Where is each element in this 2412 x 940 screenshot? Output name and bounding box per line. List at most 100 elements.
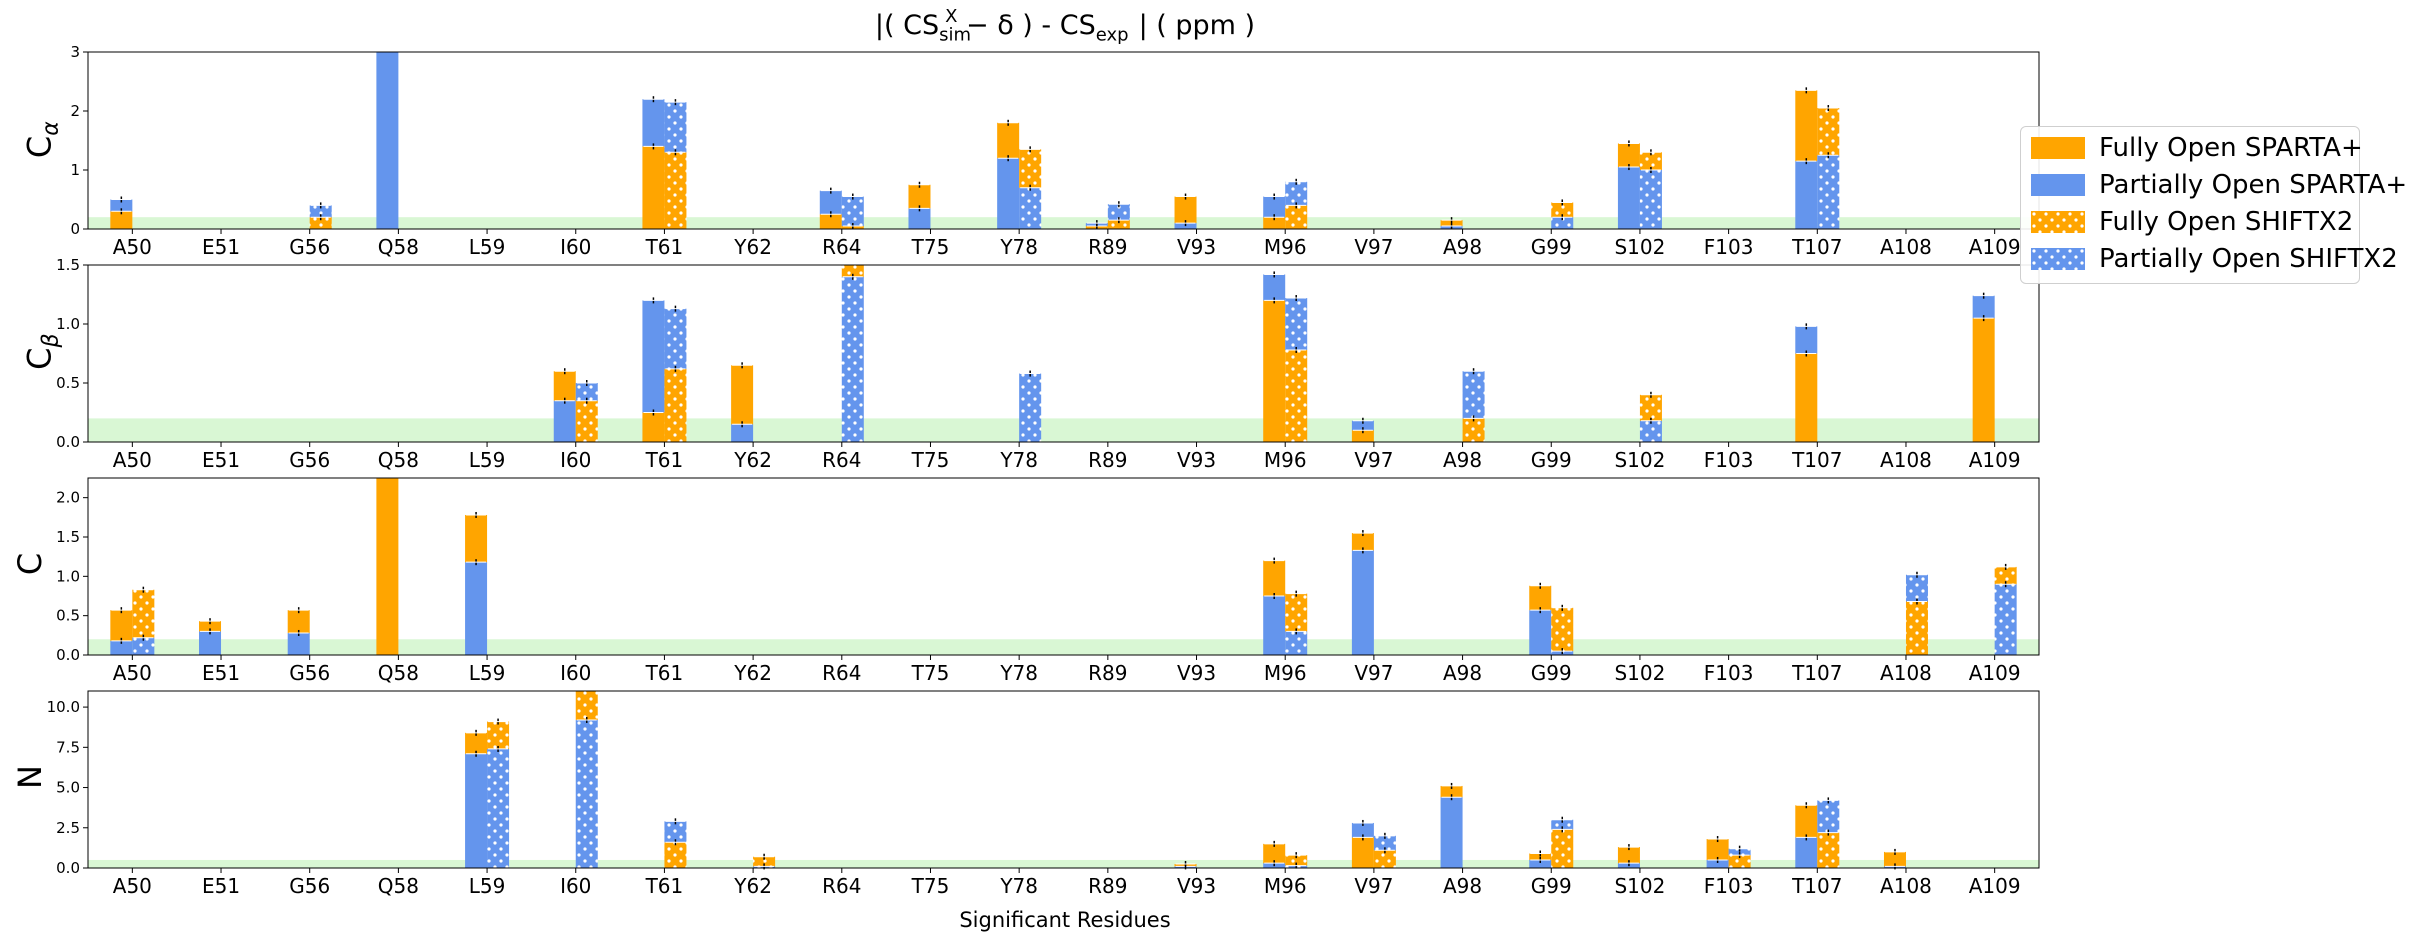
x-tick-label: T61 <box>645 448 684 472</box>
shiftx-bar-lower-A98 <box>1462 418 1485 442</box>
y-tick-label: 3 <box>70 43 80 61</box>
x-tick-label: V97 <box>1354 661 1393 685</box>
x-tick-label: F103 <box>1704 661 1754 685</box>
x-tick-label: T75 <box>911 661 950 685</box>
y-tick-label: 1.0 <box>56 315 80 333</box>
y-tick-label: 7.5 <box>56 738 80 756</box>
sparta-bar-upper-A109 <box>1972 295 1995 319</box>
shiftx-bar-upper-F103 <box>1728 848 1751 856</box>
sparta-bar-upper-M96 <box>1263 196 1286 218</box>
shiftx-bar-lower-Y78 <box>1019 187 1042 229</box>
sparta-bar-lower-M96 <box>1263 300 1286 442</box>
shiftx-bar-lower-F103 <box>1728 855 1751 868</box>
sparta-bar-upper-V93 <box>1174 196 1197 224</box>
x-tick-label: G99 <box>1531 448 1572 472</box>
x-tick-label: V93 <box>1177 235 1216 259</box>
shiftx-bar-upper-M96 <box>1285 298 1308 350</box>
y-tick-label: 0 <box>70 220 80 238</box>
x-tick-label: F103 <box>1704 874 1754 898</box>
shiftx-bar-upper-T107 <box>1817 800 1840 833</box>
y-axis-label-n: N <box>11 765 49 789</box>
sparta-bar-lower-G99 <box>1529 859 1552 868</box>
x-tick-label: A108 <box>1880 448 1932 472</box>
x-tick-label: G56 <box>289 874 330 898</box>
legend: Fully Open SPARTA+ Partially Open SPARTA… <box>2020 126 2407 284</box>
y-axis-label-ca: Cα <box>20 121 64 159</box>
threshold-band <box>88 418 2039 442</box>
sparta-bar-upper-T107 <box>1795 326 1818 354</box>
x-tick-label: R64 <box>822 448 861 472</box>
sparta-bar-upper-M96 <box>1263 843 1286 864</box>
panel-2: 0.0 0.5 1.0 1.5 2.0 A50 E51 G56 Q58 L59 I60 T61 Y62 R… <box>56 477 2040 685</box>
x-tick-label: F103 <box>1704 235 1754 259</box>
x-tick-label: L59 <box>469 661 506 685</box>
shiftx-bar-lower-A108 <box>1905 601 1928 655</box>
panel-1: 0.0 0.5 1.0 1.5 A50 E51 G56 Q58 L59 I60 T61 Y62 R64 T… <box>56 256 2040 472</box>
sparta-bar-lower-Y62 <box>731 424 754 442</box>
shiftx-bar-lower-S102 <box>1639 170 1662 229</box>
x-tick-label: V93 <box>1177 874 1216 898</box>
sparta-bar-lower-F103 <box>1706 859 1729 868</box>
sparta-bar-upper-T107 <box>1795 805 1818 838</box>
sparta-bar-lower-S102 <box>1617 167 1640 229</box>
sparta-bar-lower-L59 <box>465 562 488 655</box>
shiftx-bar-lower-T61 <box>664 152 687 229</box>
shiftx-bar-upper-T107 <box>1817 108 1840 156</box>
x-tick-label: A98 <box>1443 874 1482 898</box>
sparta-bar-lower-G99 <box>1529 610 1552 655</box>
x-tick-label: S102 <box>1614 448 1665 472</box>
sparta-bar-upper-Y62 <box>731 365 754 425</box>
x-tick-label: Y62 <box>733 874 772 898</box>
y-tick-label: 2.5 <box>56 819 80 837</box>
x-tick-label: T107 <box>1791 661 1842 685</box>
shiftx-bar-upper-Y78 <box>1019 373 1042 442</box>
shiftx-bar-upper-M96 <box>1285 593 1308 632</box>
x-tick-label: M96 <box>1264 874 1307 898</box>
x-tick-label: T107 <box>1791 874 1842 898</box>
x-tick-label: Y78 <box>999 448 1038 472</box>
y-axis-label-cb: Cβ <box>20 333 64 370</box>
shiftx-bar-upper-G99 <box>1551 819 1574 830</box>
y-tick-label: 2 <box>70 102 80 120</box>
shiftx-bar-upper-G99 <box>1551 202 1574 218</box>
x-tick-label: T61 <box>645 235 684 259</box>
sparta-bar-upper-L59 <box>465 732 488 754</box>
shiftx-bar-upper-T61 <box>664 821 687 843</box>
panel-0: 0 1 2 3 A50 E51 G56 Q58 L59 I60 T61 Y62 R64 T75 Y78 R89… <box>70 43 2040 259</box>
sparta-bar-upper-T61 <box>642 99 665 147</box>
shiftx-bar-lower-G99 <box>1551 829 1574 868</box>
shiftx-bar-upper-S102 <box>1639 152 1662 170</box>
x-tick-label: F103 <box>1704 448 1754 472</box>
shiftx-bar-upper-T61 <box>664 308 687 369</box>
x-tick-label: T75 <box>911 874 950 898</box>
y-tick-label: 0.0 <box>56 646 80 664</box>
x-tick-label: G99 <box>1531 874 1572 898</box>
x-tick-label: G56 <box>289 661 330 685</box>
x-tick-label: V97 <box>1354 235 1393 259</box>
x-tick-label: T107 <box>1791 235 1842 259</box>
x-tick-label: Q58 <box>378 874 419 898</box>
x-tick-label: T75 <box>911 448 950 472</box>
x-tick-label: Y78 <box>999 874 1038 898</box>
x-tick-label: A109 <box>1969 448 2021 472</box>
shiftx-bar-upper-S102 <box>1639 394 1662 421</box>
legend-item-fully-open-shiftx: Fully Open SHIFTX2 <box>2031 205 2353 239</box>
shiftx-bar-lower-G56 <box>309 217 332 229</box>
sparta-bar-upper-R64 <box>819 190 842 215</box>
sparta-bar-upper-A50 <box>110 199 133 212</box>
shiftx-bar-upper-T61 <box>664 102 687 153</box>
shiftx-bar-lower-A109 <box>1994 584 2017 655</box>
sparta-bar-lower-T75 <box>908 208 931 229</box>
y-tick-label: 0.0 <box>56 859 80 877</box>
shiftx-bar-lower-T107 <box>1817 155 1840 229</box>
y-axis-label-c: C <box>11 552 49 576</box>
sparta-bar-upper-M96 <box>1263 274 1286 301</box>
shiftx-bar-upper-V97 <box>1373 835 1396 851</box>
x-tick-label: Q58 <box>378 661 419 685</box>
x-tick-label: R89 <box>1088 661 1127 685</box>
x-tick-label: A50 <box>113 874 152 898</box>
sparta-bar-lower-T107 <box>1795 837 1818 868</box>
x-tick-label: A50 <box>113 235 152 259</box>
x-tick-label: E51 <box>202 661 240 685</box>
x-tick-label: Y62 <box>733 235 772 259</box>
